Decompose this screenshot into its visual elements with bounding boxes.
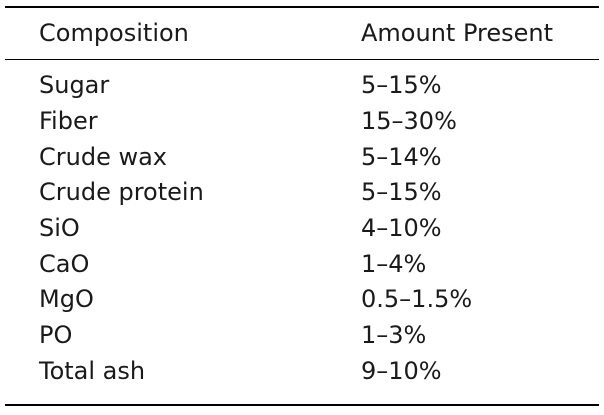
row-amount: 1–4% bbox=[361, 250, 427, 278]
row-amount: 1–3% bbox=[361, 321, 427, 349]
row-amount: 5–15% bbox=[361, 71, 442, 99]
row-composition: Crude protein bbox=[39, 178, 204, 206]
table-header-rule bbox=[5, 59, 599, 60]
row-composition: MgO bbox=[39, 285, 94, 313]
row-composition: Total ash bbox=[39, 357, 146, 385]
row-composition: Sugar bbox=[39, 71, 110, 99]
row-amount: 15–30% bbox=[361, 107, 457, 135]
row-amount: 5–15% bbox=[361, 178, 442, 206]
row-composition: Fiber bbox=[39, 107, 98, 135]
row-amount: 4–10% bbox=[361, 214, 442, 242]
row-composition: CaO bbox=[39, 250, 90, 278]
row-composition: SiO bbox=[39, 214, 80, 242]
row-composition: Crude wax bbox=[39, 143, 168, 171]
row-amount: 5–14% bbox=[361, 143, 442, 171]
table-top-rule bbox=[5, 6, 599, 8]
header-amount-present: Amount Present bbox=[361, 19, 553, 47]
table-bottom-rule bbox=[5, 404, 599, 406]
row-composition: PO bbox=[39, 321, 73, 349]
header-composition: Composition bbox=[39, 19, 189, 47]
row-amount: 0.5–1.5% bbox=[361, 285, 473, 313]
row-amount: 9–10% bbox=[361, 357, 442, 385]
